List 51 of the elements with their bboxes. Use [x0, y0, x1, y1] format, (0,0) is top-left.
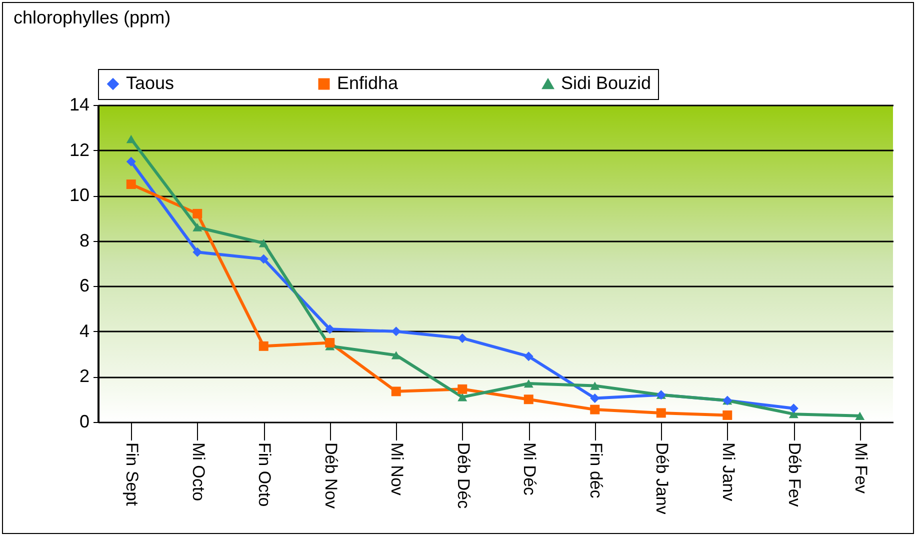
legend-label: Sidi Bouzid	[561, 73, 652, 93]
point	[126, 180, 136, 189]
point	[458, 384, 468, 394]
point	[590, 393, 600, 403]
point	[391, 351, 401, 360]
y-tick-label: 2	[79, 366, 90, 386]
point	[524, 379, 534, 388]
point	[192, 247, 202, 257]
legend-label: Enfidha	[337, 73, 400, 93]
y-tick-label: 14	[69, 94, 90, 114]
point	[458, 333, 468, 343]
point	[192, 208, 202, 218]
x-tick-label: Déb Fev	[785, 442, 804, 508]
point	[126, 156, 136, 166]
x-tick-label: Mi Fev	[851, 442, 870, 494]
y-tick-label: 4	[79, 320, 90, 341]
x-tick-label: Fin déc	[586, 442, 606, 499]
y-tick-label: 6	[79, 276, 90, 296]
x-tick-label: Déb Déc	[454, 442, 473, 510]
point	[524, 352, 534, 362]
point	[722, 410, 732, 420]
y-axis-title: chlorophylles (ppm)	[14, 8, 171, 28]
point	[258, 341, 268, 351]
point	[656, 408, 666, 418]
x-tick-label: Mi Déc	[520, 442, 540, 496]
point	[458, 392, 468, 402]
point	[325, 324, 335, 334]
legend-label: Taous	[126, 73, 174, 93]
y-tick-label: 8	[79, 230, 90, 250]
x-tick-label: Fin Sept	[122, 442, 142, 506]
x-tick-label: Fin Octo	[255, 442, 274, 507]
point	[391, 386, 401, 396]
x-tick-label: Mi Octo	[188, 442, 208, 502]
y-tick-label: 12	[69, 140, 90, 160]
point	[126, 134, 136, 144]
point	[192, 223, 202, 232]
y-tick-label: 0	[79, 412, 90, 432]
point	[391, 326, 401, 336]
point	[325, 338, 335, 348]
point	[258, 239, 268, 248]
point	[590, 404, 600, 414]
x-tick-label: Mi Nov	[388, 442, 407, 496]
point	[258, 254, 268, 264]
point	[524, 394, 534, 404]
point	[855, 412, 865, 420]
x-tick-label: Déb Janv	[652, 442, 672, 515]
x-tick-label: Déb Nov	[321, 442, 340, 510]
point	[788, 404, 798, 414]
x-tick-label: Mi Janv	[718, 442, 738, 502]
y-tick-label: 10	[69, 185, 90, 206]
point	[590, 382, 600, 390]
